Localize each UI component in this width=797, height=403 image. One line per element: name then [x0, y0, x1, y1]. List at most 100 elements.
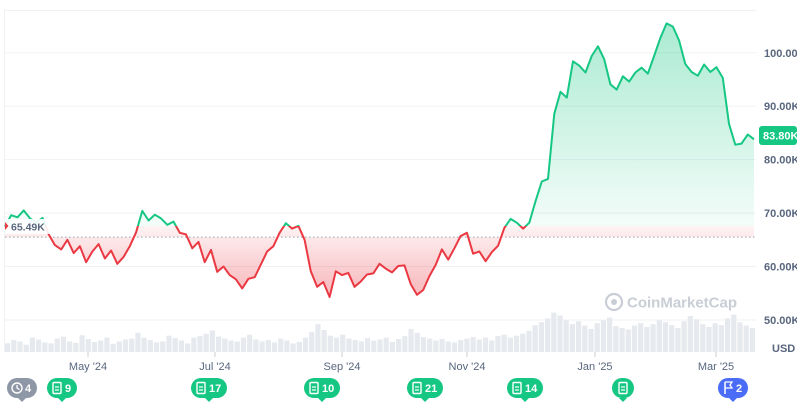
volume-currency-label: USD: [772, 343, 795, 355]
volume-bar: [122, 339, 129, 352]
volume-bar: [551, 312, 557, 352]
event-count: 4: [25, 383, 32, 395]
volume-bar: [290, 343, 296, 352]
chart-frame: [4, 10, 756, 352]
event-badge-21[interactable]: 21: [407, 378, 443, 402]
volume-bar: [197, 336, 203, 352]
volume-bar: [85, 339, 91, 352]
volume-bar: [724, 318, 731, 352]
coinmarketcap-logo-icon: [604, 292, 624, 312]
volume-bar: [520, 333, 526, 352]
volume-bar: [253, 339, 259, 352]
volume-bar: [600, 320, 607, 352]
volume-bar: [60, 336, 67, 352]
volume-bar: [309, 331, 315, 352]
volume-bar: [302, 337, 309, 352]
volume-bar: [346, 338, 352, 352]
volume-bar: [271, 342, 278, 352]
volume-bar: [638, 323, 644, 352]
volume-bar: [333, 337, 340, 352]
volume-bar: [147, 340, 153, 352]
y-tick-label: 80.00K: [764, 155, 797, 167]
watermark: CoinMarketCap: [604, 292, 737, 312]
volume-bar: [153, 342, 160, 352]
y-tick-label: 90.00K: [764, 101, 797, 113]
event-count: 17: [209, 383, 221, 395]
volume-bar: [712, 323, 718, 352]
event-badge-news[interactable]: [612, 378, 634, 402]
document-icon: [52, 381, 62, 395]
volume-bar: [675, 328, 681, 352]
volume-bar: [526, 330, 532, 352]
event-badge-14[interactable]: 14: [507, 378, 543, 402]
volume-bar: [489, 340, 495, 352]
volume-bar: [135, 332, 141, 352]
event-badge-17[interactable]: 17: [191, 378, 227, 402]
price-area-up: [5, 23, 754, 226]
volume-bar: [532, 325, 538, 352]
volume-bar: [129, 338, 135, 352]
x-tick-label: Mar '25: [698, 361, 734, 373]
event-badge-2[interactable]: 2: [718, 378, 748, 402]
clock-icon: [11, 382, 23, 394]
volume-bar: [687, 316, 693, 352]
volume-bar: [470, 337, 476, 352]
event-count: 2: [736, 383, 742, 395]
current-price-value: 83.80K: [763, 131, 797, 143]
volume-bar: [166, 335, 172, 352]
event-markers: 4 9 17 10 21 14 2: [7, 378, 748, 402]
volume-bar: [458, 340, 464, 352]
watermark-text: CoinMarketCap: [627, 295, 737, 312]
volume-bar: [54, 338, 60, 352]
volume-bar: [513, 335, 520, 352]
volume-bar: [414, 332, 420, 352]
price-area-down: [5, 226, 754, 297]
event-count: 9: [65, 383, 71, 395]
volume-bar: [482, 337, 489, 352]
volume-bar: [445, 341, 451, 352]
document-icon: [309, 381, 319, 395]
x-tick-label: Jul '24: [199, 361, 230, 373]
volume-bar: [98, 340, 104, 352]
volume-bar: [476, 339, 482, 352]
volume-bar: [644, 327, 650, 352]
volume-bar: [613, 326, 619, 352]
x-tick-label: May '24: [69, 361, 107, 373]
volume-bar: [265, 340, 271, 352]
event-badge-9[interactable]: 9: [47, 378, 77, 402]
volume-bar: [507, 337, 513, 352]
volume-bar: [222, 338, 228, 352]
volume-bar: [538, 322, 544, 352]
volume-bar: [464, 338, 470, 352]
volume-bar: [160, 341, 166, 352]
volume-bar: [209, 330, 216, 352]
x-tick-label: Jan '25: [577, 361, 612, 373]
volume-bar: [594, 323, 600, 352]
volume-bar: [544, 318, 551, 352]
volume-bar: [321, 329, 327, 352]
volume-bar: [191, 337, 197, 352]
y-tick-label: 50.00K: [764, 315, 797, 327]
event-badge-4[interactable]: 4: [7, 378, 37, 402]
volume-bar: [234, 341, 240, 352]
volume-bar: [110, 343, 116, 352]
volume-bar: [184, 343, 191, 352]
volume-bar: [563, 320, 569, 352]
volume-bar: [315, 324, 321, 352]
volume-bar: [700, 324, 706, 352]
flag-icon: [724, 381, 734, 394]
event-badge-10[interactable]: 10: [304, 378, 340, 402]
volume-bar: [656, 320, 662, 352]
volume-bar: [240, 337, 247, 352]
volume-bar: [216, 336, 222, 352]
volume-bar: [420, 337, 427, 352]
baseline-marker-icon: [5, 222, 9, 230]
volume-bar: [42, 342, 48, 352]
volume-bar: [29, 337, 36, 352]
volume-bar: [495, 336, 501, 352]
volume-bar: [383, 337, 389, 352]
volume-bar: [259, 341, 265, 352]
volume-bar: [718, 325, 724, 352]
volume-bar: [364, 338, 371, 352]
